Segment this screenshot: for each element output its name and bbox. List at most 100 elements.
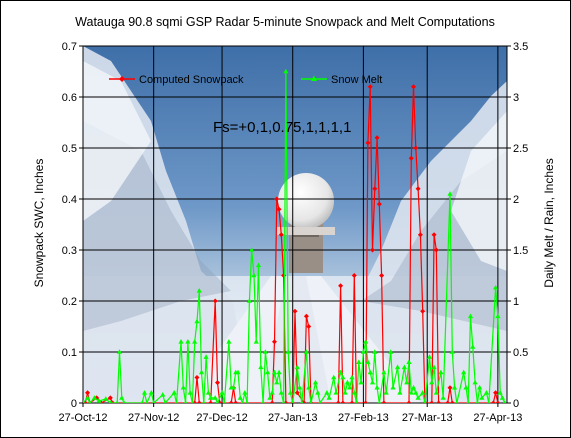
data-point [208,395,214,400]
data-point [401,364,408,370]
data-point [324,390,330,395]
data-point [477,384,483,390]
y-axis-label-left: Snowpack SWC, Inches [32,159,46,288]
data-point [145,400,149,403]
data-point [300,400,304,403]
series-layer [83,68,507,403]
data-point [411,84,417,90]
data-point [208,400,214,403]
data-point [274,379,280,385]
data-point [342,390,348,395]
data-point [475,400,479,403]
left-tick-label: 0.4 [62,194,77,206]
data-point [372,349,378,354]
data-point [107,395,113,401]
data-point [335,400,341,403]
data-point [495,400,501,403]
data-point [383,390,389,395]
data-point [190,400,195,403]
data-point [309,400,313,403]
data-point [245,400,249,403]
data-point [408,390,414,395]
data-point [379,273,385,278]
data-point [240,400,245,403]
data-point [312,379,319,385]
left-tick-label: 0.2 [62,296,77,308]
data-point [493,390,499,396]
data-point [185,339,191,344]
data-point [271,369,278,375]
data-point [351,273,357,278]
data-point [363,400,369,403]
data-point [194,318,200,324]
data-point [356,359,362,364]
legend: Computed Snowpack Snow Melt [109,74,382,86]
data-point [493,284,499,290]
x-tick-label: 27-Mar-13 [402,412,453,424]
data-point [479,395,485,400]
data-point [354,400,359,403]
data-point [406,359,412,364]
data-point [426,354,433,359]
data-point [447,385,453,391]
right-tick-label: 2.5 [513,143,528,155]
data-point [242,390,248,395]
data-point [349,374,355,380]
right-tick-label: 1 [513,296,519,308]
data-point [349,400,355,403]
data-point [497,390,503,395]
data-point [472,379,478,385]
data-point [96,398,102,403]
data-point [262,349,268,354]
data-point [461,369,467,375]
data-point [423,400,427,403]
data-point [174,400,179,403]
data-point [292,308,298,314]
data-point [205,390,211,395]
data-point [340,374,346,380]
data-point [116,349,123,354]
data-point [470,344,476,349]
data-point [265,369,271,375]
data-point [436,400,442,403]
data-point [467,313,474,319]
data-point [376,201,382,207]
data-point [91,395,97,400]
x-tick-label: 27-Oct-12 [59,412,108,424]
data-point [294,390,300,396]
data-point [253,339,259,344]
data-point [269,400,275,403]
left-tick-label: 0.6 [62,92,77,104]
data-point [171,390,177,395]
data-point [351,390,357,395]
data-point [463,384,469,390]
data-point [115,400,119,403]
data-point [466,400,470,403]
data-point [187,390,193,395]
background-photo [83,46,507,403]
data-point [235,369,241,375]
data-point [269,390,275,395]
right-tick-label: 3.5 [513,41,528,53]
data-point [303,349,309,354]
data-point [180,384,186,390]
left-tick-label: 0 [71,398,77,410]
data-point [258,364,264,370]
left-axis-ticks: 0 0.1 0.2 0.3 0.4 0.5 0.6 0.7 [62,41,83,410]
data-point [294,364,300,370]
data-point [178,339,184,344]
data-point [267,395,273,400]
data-point [370,247,376,253]
data-point [433,247,439,253]
right-tick-label: 0 [513,398,519,410]
data-point [413,145,419,151]
data-point [377,400,381,403]
legend-item-snow-melt: Snow Melt [301,74,382,86]
data-point [429,379,435,385]
data-point [438,369,444,375]
data-point [487,400,491,403]
data-point [271,339,277,345]
x-axis-ticks: 27-Oct-12 27-Nov-12 27-Dec-12 27-Jan-13 27-F… [59,403,522,424]
data-point [410,384,417,390]
